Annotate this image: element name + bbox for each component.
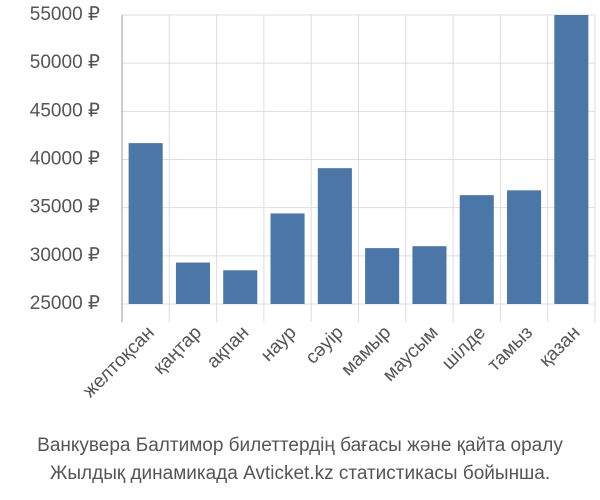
x-tick-label: наур bbox=[257, 322, 301, 366]
x-tick-label: қаңтар bbox=[149, 322, 206, 379]
bar bbox=[554, 15, 589, 304]
y-tick-label: 45000 ₽ bbox=[30, 100, 100, 121]
bar bbox=[317, 168, 352, 304]
y-tick-label: 40000 ₽ bbox=[30, 149, 100, 170]
chart-title: Ванкувера Балтимор билеттердің бағасы жә… bbox=[37, 435, 563, 456]
chart-subtitle: Жылдық динамикада Avticket.kz статистика… bbox=[50, 463, 550, 484]
x-tick-label: қазан bbox=[535, 322, 584, 371]
bar bbox=[459, 195, 494, 304]
y-tick-label: 50000 ₽ bbox=[30, 52, 100, 73]
x-tick-label: шілде bbox=[438, 322, 490, 374]
y-tick-label: 55000 ₽ bbox=[30, 4, 100, 25]
x-tick-label: тамыз bbox=[484, 322, 537, 375]
bar bbox=[223, 270, 258, 304]
x-tick-label: ақпан bbox=[203, 322, 253, 372]
y-tick-label: 35000 ₽ bbox=[30, 197, 100, 218]
bar bbox=[412, 246, 447, 304]
bar bbox=[507, 190, 542, 304]
y-tick-label: 25000 ₽ bbox=[30, 293, 100, 314]
bar bbox=[128, 143, 163, 304]
x-tick-label: желтоқсан bbox=[79, 322, 159, 402]
y-tick-label: 30000 ₽ bbox=[30, 245, 100, 266]
bar bbox=[365, 248, 400, 304]
bar bbox=[175, 262, 210, 304]
bar bbox=[270, 213, 305, 304]
